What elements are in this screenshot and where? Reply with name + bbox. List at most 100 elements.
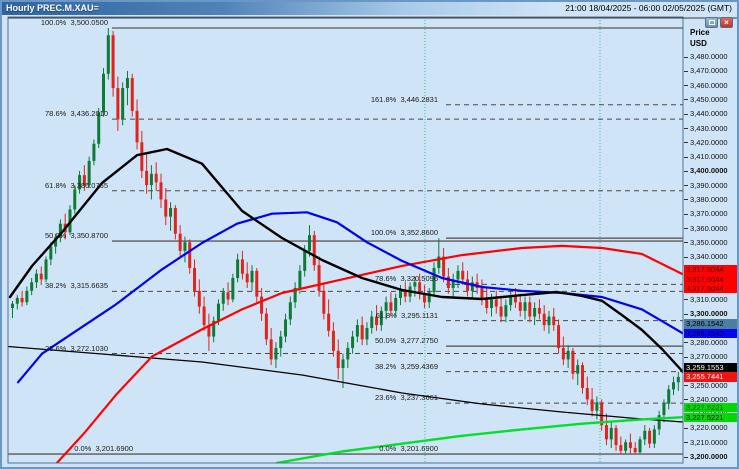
candle-body-down <box>537 307 541 314</box>
candle-body-up <box>106 35 110 74</box>
axis-tick-mark <box>684 70 688 72</box>
axis-tick-label: 3,460.0000 <box>690 80 728 90</box>
axis-tick-mark <box>684 99 688 101</box>
candle-body-up <box>676 376 680 383</box>
candle-body-up <box>652 429 656 444</box>
candle-body-up <box>121 88 125 120</box>
candle-body-down <box>557 325 561 348</box>
axis-tick-mark <box>684 199 688 201</box>
axis-title-price: Price <box>690 28 710 37</box>
candle-body-up <box>624 442 628 451</box>
axis-tick-label: 3,300.0000 <box>690 309 728 319</box>
candle-body-down <box>513 296 517 303</box>
candle-body-down <box>327 313 331 331</box>
candle-body-up <box>413 282 417 287</box>
candle-body-up <box>346 347 350 360</box>
candle-body-down <box>571 350 575 374</box>
candle-body-up <box>293 287 297 303</box>
axis-tick-mark <box>684 385 688 387</box>
axis-tick-label: 3,380.0000 <box>690 194 728 204</box>
window-title: Hourly PREC.M.XAU= <box>6 3 99 13</box>
candle-body-down <box>552 316 556 326</box>
candle-body-down <box>193 267 197 291</box>
axis-tick-label: 3,240.0000 <box>690 394 728 404</box>
candle-body-down <box>135 110 139 143</box>
candle-body-up <box>566 350 570 360</box>
candle-body-down <box>336 350 340 368</box>
candle-body-up <box>183 242 187 251</box>
axis-tick-mark <box>684 85 688 87</box>
candle-body-down <box>542 313 546 326</box>
candle-body-up <box>394 297 398 311</box>
candle-body-down <box>264 313 268 340</box>
candle-body-up <box>169 208 173 217</box>
candle-body-up <box>34 273 38 283</box>
candle-body-down <box>226 292 230 300</box>
fib-level-label: 61.8% 3,386.0765 <box>45 180 108 190</box>
candle-body-down <box>403 289 407 297</box>
candle-body-up <box>149 173 153 186</box>
title-bar[interactable]: Hourly PREC.M.XAU= 21:00 18/04/2025 - 06… <box>2 2 737 15</box>
candle-body-up <box>15 297 19 304</box>
candle-body-down <box>418 282 422 294</box>
restore-window-button[interactable] <box>705 17 718 28</box>
candle-body-down <box>207 325 211 337</box>
price-flag: 3,227.5221 <box>684 412 737 422</box>
candle-body-down <box>82 175 86 186</box>
candle-body-down <box>312 235 316 266</box>
fib-level-label: 50.0% 3,350.8700 <box>45 231 108 241</box>
axis-tick-mark <box>684 399 688 401</box>
candle-body-up <box>303 250 307 271</box>
candle-body-down <box>619 445 623 451</box>
candle-body-up <box>288 302 292 320</box>
axis-tick-mark <box>684 256 688 258</box>
axis-tick-label: 3,400.0000 <box>690 166 728 176</box>
candle-body-down <box>494 299 498 307</box>
ma-red-line <box>55 244 683 463</box>
axis-tick-mark <box>684 213 688 215</box>
candle-body-up <box>102 73 106 113</box>
candle-body-up <box>427 292 431 303</box>
candle-body-down <box>389 302 393 311</box>
candle-body-up <box>58 223 62 239</box>
candle-body-up <box>509 296 513 306</box>
axis-tick-mark <box>684 442 688 444</box>
candle-body-down <box>628 442 632 448</box>
fib-level-label: 78.6% 3,320.5096 <box>375 274 438 284</box>
close-window-button[interactable]: × <box>720 17 733 28</box>
candle-body-up <box>351 336 355 348</box>
candle-body-up <box>231 277 235 300</box>
candle-body-up <box>78 175 82 190</box>
trendline-black-thin-line <box>8 345 683 423</box>
candle-body-up <box>73 189 77 210</box>
price-flag: 3,317.5044 <box>684 284 737 294</box>
candle-body-down <box>39 273 43 280</box>
date-range-label: 21:00 18/04/2025 - 06:00 02/05/2025 (GMT… <box>565 3 732 13</box>
price-flag: 3,255.7441 <box>684 372 737 382</box>
candle-body-down <box>173 208 177 234</box>
candle-body-up <box>384 302 388 311</box>
axis-tick-label: 3,280.0000 <box>690 337 728 347</box>
candle-body-down <box>528 302 532 317</box>
candle-body-up <box>437 256 441 268</box>
axis-tick-label: 3,410.0000 <box>690 152 728 162</box>
axis-tick-mark <box>684 170 688 172</box>
candle-body-up <box>432 267 436 293</box>
axis-tick-label: 3,350.0000 <box>690 237 728 247</box>
candle-body-down <box>600 402 604 426</box>
price-flag: 3,227.5221 <box>684 403 737 413</box>
candle-body-up <box>365 327 369 340</box>
candle-body-up <box>97 112 101 144</box>
fib-level-label: 38.2% 3,259.4369 <box>375 361 438 371</box>
candle-body-up <box>30 282 34 291</box>
candle-body-down <box>585 387 589 400</box>
candle-body-up <box>250 270 254 283</box>
candle-body-up <box>547 316 551 326</box>
candle-body-up <box>398 289 402 298</box>
fib-level-label: 100.0% 3,500.0500 <box>40 18 108 27</box>
candle-body-down <box>633 447 637 453</box>
fib-level-label: 0.0% 3,201.6900 <box>74 444 133 454</box>
candle-body-up <box>92 143 96 161</box>
